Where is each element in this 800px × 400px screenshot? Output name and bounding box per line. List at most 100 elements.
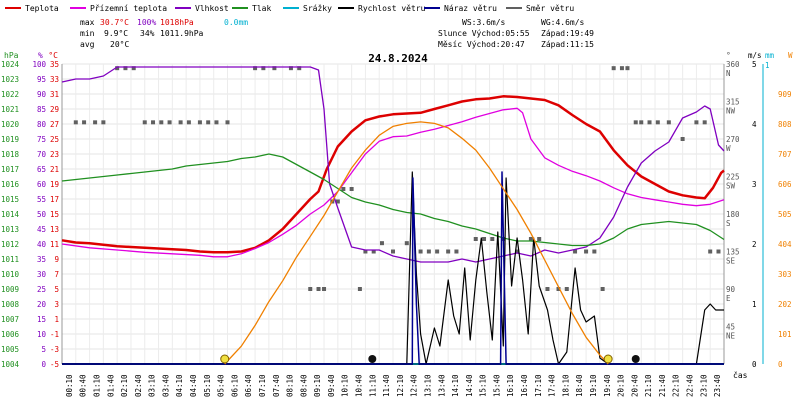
chart-title: 24.8.2024: [368, 52, 428, 65]
time-tick-label: 20:10: [617, 374, 626, 397]
legend-label: Přízemní teplota: [90, 4, 167, 13]
dir-tick-name: N: [726, 69, 731, 78]
hpa-tick-label: 1010: [1, 270, 20, 279]
c-tick-label: 17: [50, 195, 59, 204]
time-tick-label: 05:40: [217, 374, 226, 397]
dir-tick-deg: 180: [726, 210, 740, 219]
time-tick-label: 00:40: [79, 374, 88, 397]
series-line-vlhkost: [61, 66, 725, 263]
time-tick-label: 21:40: [658, 374, 667, 397]
c-tick-label: 25: [50, 135, 59, 144]
series-line-solar: [224, 121, 609, 365]
hpa-tick-label: 1022: [1, 90, 19, 99]
w-tick-label: 808: [778, 120, 792, 129]
wind-direction-point: [151, 120, 156, 125]
pct-tick-label: 75: [37, 135, 46, 144]
c-tick-label: 1: [54, 315, 59, 324]
hpa-tick-label: 1006: [1, 330, 20, 339]
time-tick-label: 18:10: [561, 374, 570, 397]
summary-avg-label: avg: [80, 40, 95, 49]
c-tick-label: -5: [50, 360, 59, 369]
w-tick-label: 0: [778, 360, 783, 369]
wind-direction-point: [186, 120, 191, 125]
summary-max-hum: 100%: [137, 18, 156, 27]
time-tick-label: 15:40: [492, 374, 501, 397]
summary-min-label: min: [80, 29, 95, 38]
wind-direction-point: [600, 287, 605, 291]
c-tick-label: 21: [50, 165, 59, 174]
time-tick-label: 15:10: [479, 374, 488, 397]
summary-avg-temp: 20°C: [110, 40, 129, 49]
time-tick-label: 04:10: [175, 374, 184, 397]
series-line-tlak: [61, 153, 725, 247]
wind-direction-point: [261, 66, 266, 71]
pct-tick-label: 80: [37, 120, 47, 129]
wind-direction-point: [272, 66, 277, 71]
wind-direction-point: [435, 249, 440, 254]
astro-ws: WS:3.6m/s: [462, 18, 506, 27]
pct-tick-label: 35: [37, 255, 46, 264]
wind-direction-point: [708, 249, 713, 254]
hpa-tick-label: 1011: [1, 255, 19, 264]
wind-direction-point: [197, 120, 202, 125]
time-tick-label: 09:10: [313, 374, 322, 397]
time-tick-label: 16:40: [520, 374, 529, 397]
time-tick-label: 19:10: [589, 374, 598, 397]
summary-max-label: max: [80, 18, 95, 27]
dir-tick-name: S: [726, 219, 731, 228]
wind-direction-point: [73, 120, 78, 125]
w-tick-label: 202: [778, 300, 792, 309]
summary-min-temp: 9.9°C: [104, 29, 128, 38]
series-line-teplota: [61, 95, 725, 254]
dir-tick-deg: 270: [726, 135, 740, 144]
w-tick-label: 505: [778, 210, 792, 219]
hpa-tick-label: 1013: [1, 225, 19, 234]
time-tick-label: 23:10: [699, 374, 708, 397]
dir-tick-deg: 90: [726, 285, 736, 294]
time-tick-label: 23:40: [713, 374, 722, 397]
astro-wg: WG:4.6m/s: [541, 18, 585, 27]
hpa-tick-label: 1014: [1, 210, 20, 219]
wind-direction-point: [335, 199, 340, 204]
wind-direction-point: [253, 66, 258, 71]
ms-tick-label: 0: [752, 360, 757, 369]
time-tick-label: 18:40: [575, 374, 584, 397]
time-tick-label: 12:40: [410, 374, 419, 397]
time-tick-label: 13:10: [423, 374, 432, 397]
wind-direction-point: [694, 120, 699, 125]
moonrise-marker: [631, 355, 640, 363]
pct-tick-label: 25: [37, 285, 46, 294]
c-tick-label: 31: [50, 90, 59, 99]
hpa-tick-label: 1021: [1, 105, 19, 114]
dir-tick-name: W: [726, 144, 731, 153]
time-tick-label: 05:10: [203, 374, 212, 397]
time-tick-label: 21:10: [644, 374, 653, 397]
wind-direction-point: [131, 66, 136, 71]
hpa-unit: hPa: [4, 51, 19, 60]
wind-direction-point: [619, 66, 624, 71]
time-tick-label: 11:10: [368, 374, 377, 397]
astro-sun-set: Západ:19:49: [541, 29, 594, 38]
ms-tick-label: 1: [752, 300, 757, 309]
pct-tick-label: 30: [37, 270, 47, 279]
pct-tick-label: 90: [37, 90, 47, 99]
time-tick-label: 13:40: [437, 374, 446, 397]
pct-tick-label: 50: [37, 210, 47, 219]
c-tick-label: 29: [50, 105, 59, 114]
time-tick-label: 08:40: [299, 374, 308, 397]
c-tick-label: 11: [50, 240, 59, 249]
summary-max-press: 1018hPa: [160, 18, 194, 27]
hpa-tick-label: 1016: [1, 180, 20, 189]
wind-direction-point: [666, 120, 671, 125]
time-tick-label: 10:40: [355, 374, 364, 397]
wind-direction-point: [142, 120, 147, 125]
dir-tick-name: NE: [726, 332, 736, 341]
wind-direction-point: [363, 249, 368, 254]
wind-direction-point: [349, 187, 354, 191]
wind-direction-point: [716, 249, 721, 254]
w-tick-label: 909: [778, 90, 792, 99]
wind-direction-point: [225, 120, 230, 125]
wind-direction-point: [545, 287, 550, 291]
moonset-marker: [368, 355, 377, 363]
